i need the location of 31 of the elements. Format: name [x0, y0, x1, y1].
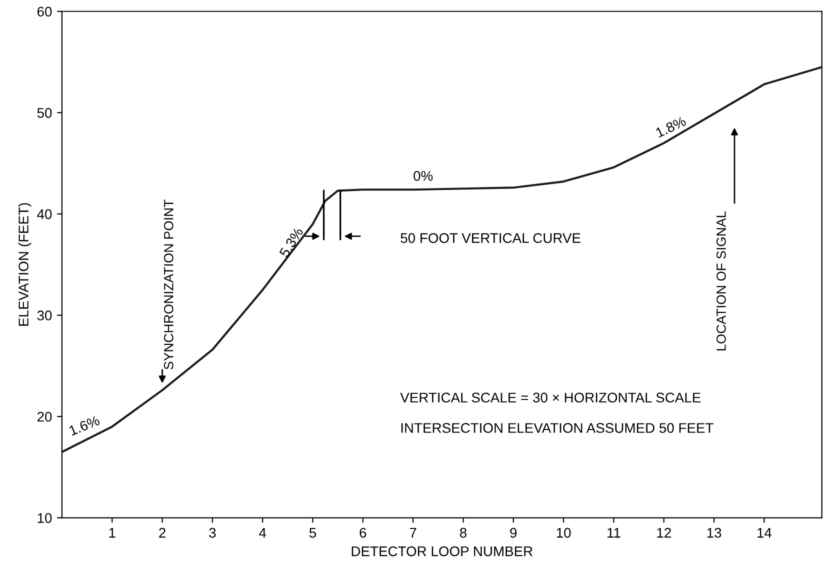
annotation: LOCATION OF SIGNAL — [716, 211, 726, 350]
y-tick-label: 20 — [37, 412, 52, 422]
y-tick-label: 30 — [37, 310, 52, 320]
line-series — [62, 66, 822, 453]
x-tick-label: 5 — [309, 528, 316, 538]
x-tick-label: 11 — [608, 528, 620, 538]
x-tick-label: 13 — [707, 528, 722, 538]
x-tick-label: 10 — [556, 528, 571, 538]
annotation: 0% — [414, 170, 433, 181]
annotation: VERTICAL SCALE = 30 × HORIZONTAL SCALE — [400, 392, 701, 403]
x-tick-label: 9 — [510, 528, 517, 538]
x-tick-label: 2 — [159, 528, 166, 538]
annotation: 1.6% — [68, 415, 100, 436]
x-tick-label: 1 — [109, 528, 116, 538]
annotation: 1.8% — [655, 116, 687, 138]
y-axis-title: ELEVATION (FEET) — [18, 203, 32, 326]
x-tick-label: 14 — [758, 528, 772, 538]
x-axis-title: DETECTOR LOOP NUMBER — [352, 546, 532, 556]
annotation: 50 FOOT VERTICAL CURVE — [400, 233, 580, 243]
x-tick-label: 4 — [259, 528, 266, 538]
y-tick-label: 60 — [37, 6, 52, 17]
annotation: SYNCHRONIZATION POINT — [164, 200, 174, 370]
x-tick-label: 7 — [410, 528, 416, 538]
x-tick-label: 12 — [657, 528, 671, 538]
y-tick-label: 40 — [37, 209, 52, 220]
y-tick-label: 50 — [37, 108, 52, 118]
annotation: INTERSECTION ELEVATION ASSUMED 50 FEET — [401, 423, 714, 433]
x-tick-label: 6 — [360, 528, 366, 538]
x-tick-label: 3 — [209, 528, 216, 538]
x-tick-label: 8 — [460, 528, 466, 538]
y-tick-label: 10 — [38, 513, 52, 523]
